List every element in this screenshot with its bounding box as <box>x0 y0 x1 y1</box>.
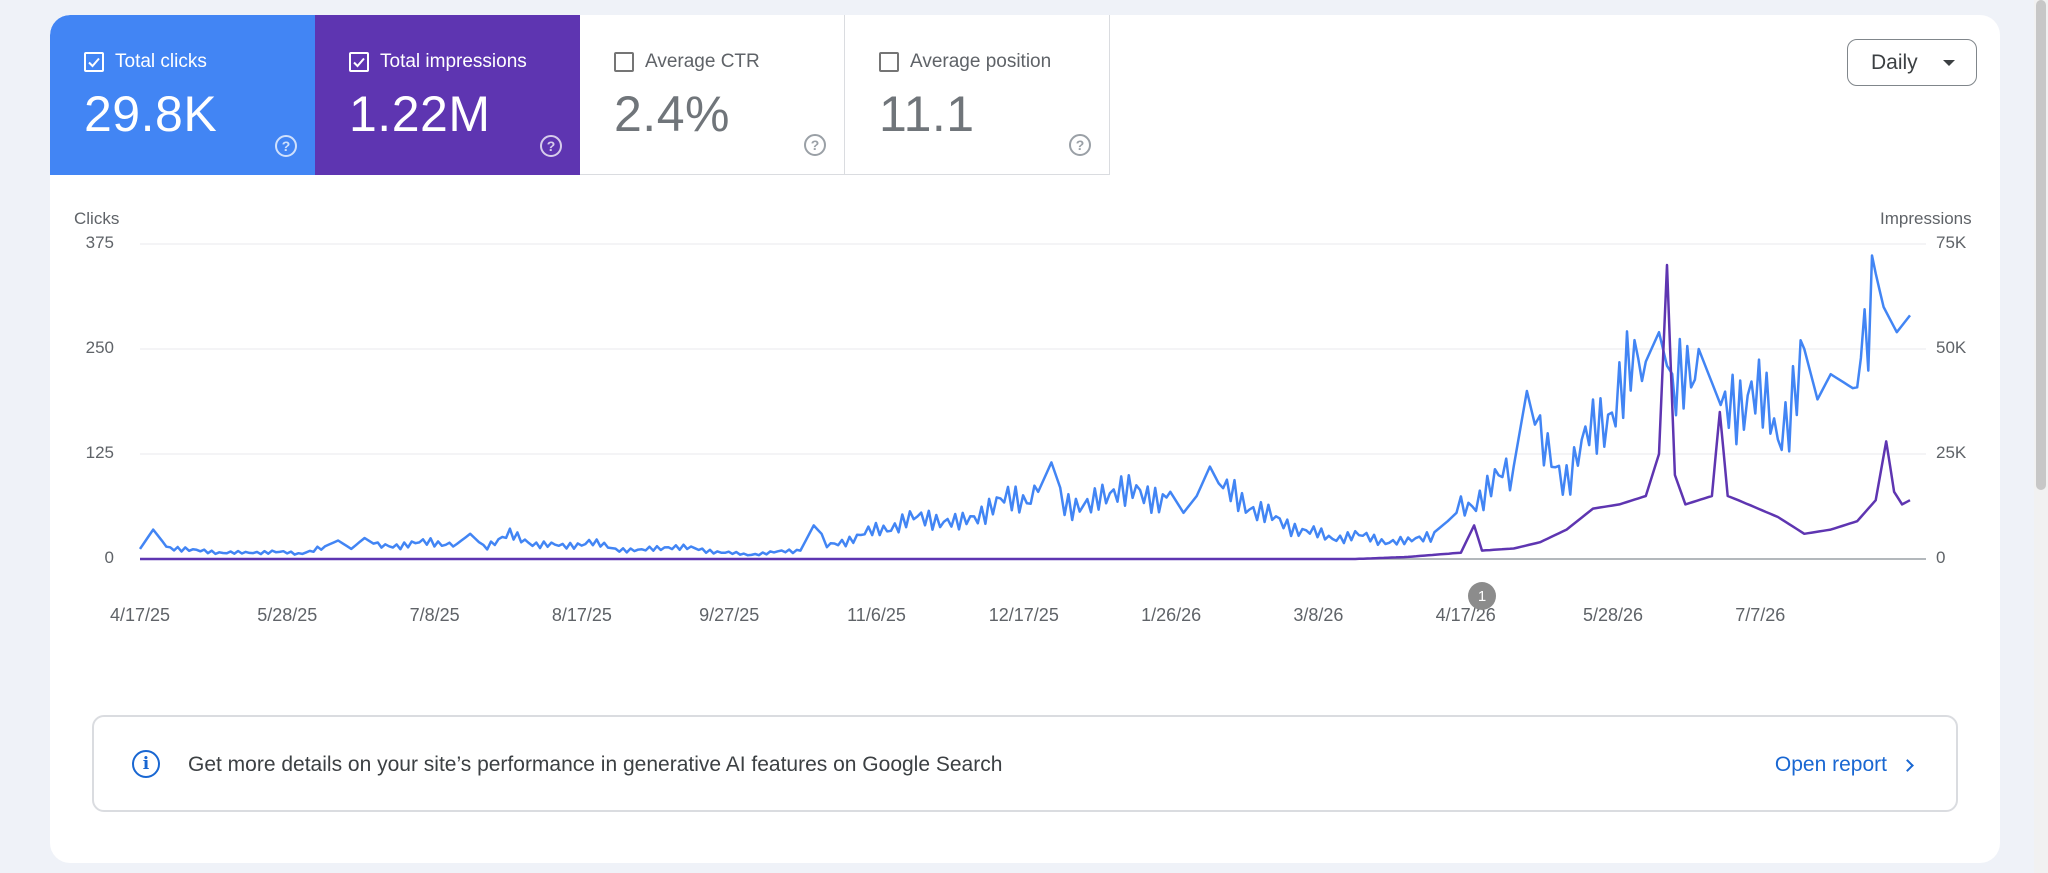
tile-value: 11.1 <box>879 86 975 142</box>
tile-value: 1.22M <box>349 86 491 142</box>
tile-label: Average CTR <box>645 51 760 72</box>
open-report-link[interactable]: Open report <box>1774 753 1914 777</box>
x-tick-label: 4/17/26 <box>1435 605 1496 625</box>
tile-average-position[interactable]: Average position 11.1 ? <box>845 15 1110 175</box>
tile-value: 29.8K <box>84 86 218 142</box>
series-line-total-impressions <box>140 263 1911 561</box>
y-right-tick: 50K <box>1936 338 1967 357</box>
x-tick-label: 1/26/26 <box>1141 605 1202 625</box>
tile-label: Average position <box>910 51 1052 72</box>
x-tick-label: 4/17/25 <box>109 605 171 625</box>
tile-total-clicks[interactable]: Total clicks 29.8K ? <box>50 15 315 175</box>
x-tick-label: 5/28/25 <box>257 605 318 625</box>
chevron-right-icon <box>1901 758 1914 772</box>
x-tick-label: 3/8/26 <box>1293 605 1344 625</box>
granularity-selected: Daily <box>1871 50 1918 74</box>
open-report-label: Open report <box>1774 753 1887 776</box>
x-tick-label: 12/17/25 <box>988 605 1059 625</box>
granularity-dropdown[interactable]: Daily <box>1847 39 1977 86</box>
x-tick-label: 9/27/25 <box>699 605 760 625</box>
checkbox-unchecked-icon[interactable] <box>879 52 899 72</box>
scrollbar-thumb[interactable] <box>2036 0 2046 490</box>
help-icon[interactable]: ? <box>275 135 297 157</box>
metric-tiles: Total clicks 29.8K ? Total impressions 1… <box>50 15 1110 175</box>
x-tick-label: 11/6/25 <box>847 605 906 625</box>
banner-text: Get more details on your site’s performa… <box>188 753 1003 776</box>
tile-average-ctr[interactable]: Average CTR 2.4% ? <box>580 15 845 175</box>
y-right-tick: 75K <box>1936 233 1967 252</box>
y-axis-left-title: Clicks <box>74 209 120 228</box>
x-tick-label: 7/8/25 <box>409 605 460 625</box>
x-tick-label: 5/28/26 <box>1582 605 1644 625</box>
help-icon[interactable]: ? <box>540 135 562 157</box>
info-icon: i <box>132 750 160 778</box>
performance-card: Total clicks 29.8K ? Total impressions 1… <box>50 15 2000 863</box>
ai-features-banner: i Get more details on your site’s perfor… <box>92 715 1958 812</box>
x-tick-label: 8/17/25 <box>551 605 612 625</box>
tile-value: 2.4% <box>614 86 730 142</box>
caret-down-icon <box>1942 59 1955 66</box>
y-right-tick: 0 <box>1936 548 1946 567</box>
tile-total-impressions[interactable]: Total impressions 1.22M ? <box>315 15 580 175</box>
checkbox-checked-icon[interactable] <box>349 52 369 72</box>
y-axis-right-title: Impressions <box>1880 209 1972 228</box>
tile-label: Total clicks <box>115 51 207 72</box>
y-left-tick: 375 <box>85 233 114 252</box>
help-icon[interactable]: ? <box>804 134 826 156</box>
y-left-tick: 250 <box>85 338 114 357</box>
y-left-tick: 125 <box>85 443 114 462</box>
series-line-total-clicks <box>138 254 1911 557</box>
y-left-tick: 0 <box>104 548 114 567</box>
tile-label: Total impressions <box>380 51 527 72</box>
x-tick-label: 7/7/26 <box>1735 605 1786 625</box>
performance-chart[interactable] <box>50 15 2000 655</box>
checkbox-unchecked-icon[interactable] <box>614 52 634 72</box>
help-icon[interactable]: ? <box>1069 134 1091 156</box>
y-right-tick: 25K <box>1936 443 1967 462</box>
checkbox-checked-icon[interactable] <box>84 52 104 72</box>
annotation-marker[interactable]: 1 <box>1468 582 1496 610</box>
scrollbar[interactable] <box>2034 0 2048 873</box>
